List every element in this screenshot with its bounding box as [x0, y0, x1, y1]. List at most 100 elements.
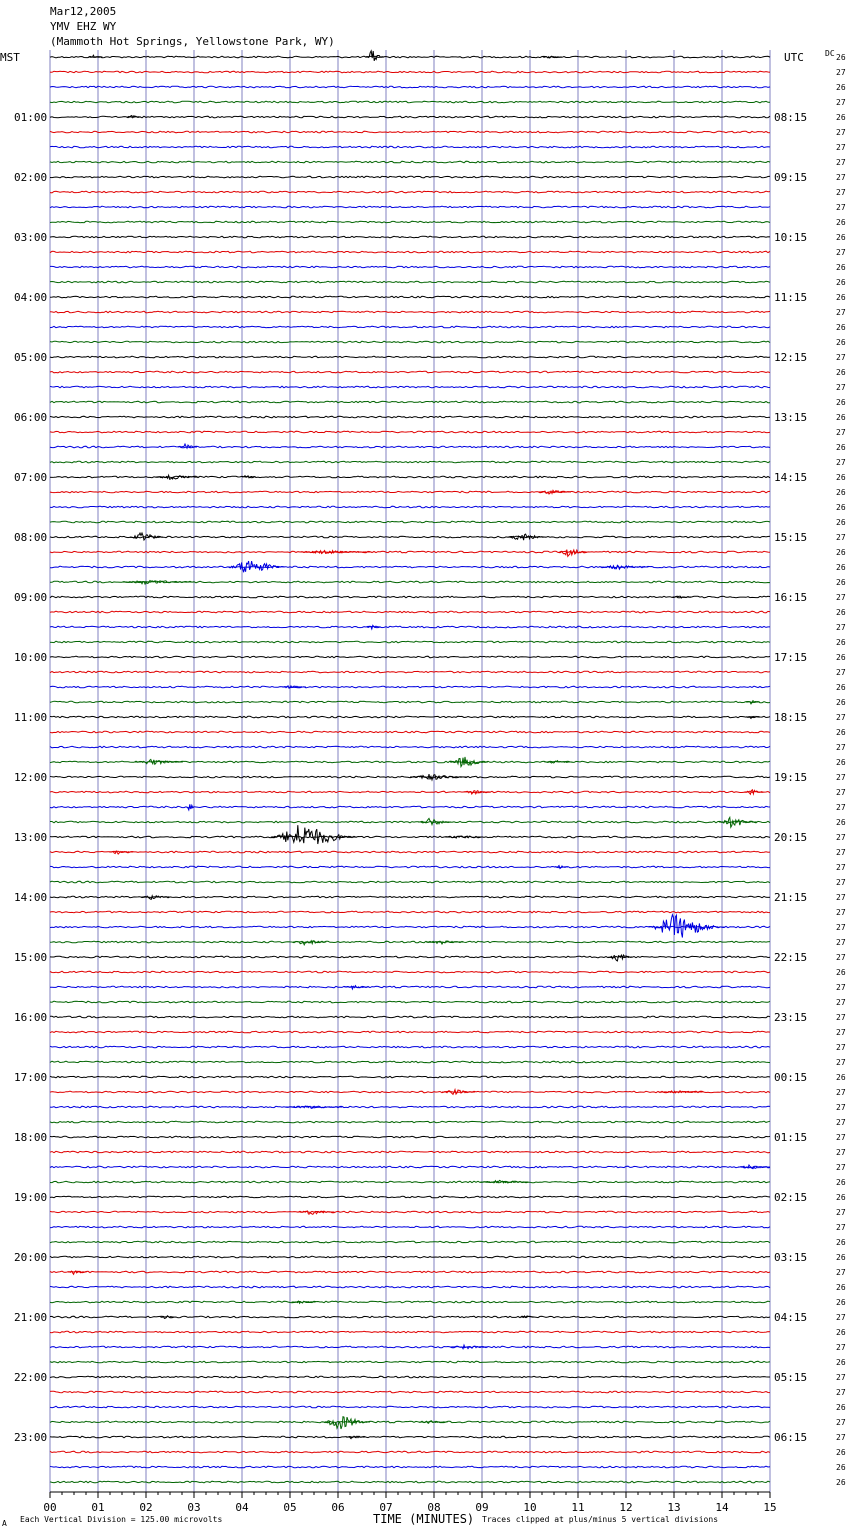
dc-value: 27: [836, 1418, 846, 1427]
event-46: [291, 1300, 316, 1305]
utc-label: 22:15: [774, 951, 807, 964]
dc-value: 26: [836, 1178, 846, 1187]
trace-row-6: [49, 145, 771, 149]
dc-value: 26: [836, 968, 846, 977]
event-42: [738, 1163, 770, 1170]
dc-value: 27: [836, 878, 846, 887]
utc-label: 01:15: [774, 1131, 807, 1144]
mst-label: 22:00: [14, 1371, 47, 1384]
event-4: [177, 442, 197, 450]
utc-label: 16:15: [774, 591, 807, 604]
trace-row-94: [49, 1465, 771, 1469]
mst-label: 23:00: [14, 1431, 47, 1444]
mst-label: 06:00: [14, 411, 47, 424]
event-34: [648, 912, 725, 938]
dc-value: 26: [836, 293, 846, 302]
event-8: [129, 531, 164, 542]
vertical-gridlines: [49, 50, 771, 1492]
trace-row-74: [49, 1165, 771, 1169]
trace-row-12: [49, 235, 771, 239]
mst-label: 01:00: [14, 111, 47, 124]
event-48: [520, 1315, 535, 1319]
trace-row-26: [49, 445, 771, 449]
right-axis-label: UTC: [784, 51, 804, 64]
dc-value: 26: [836, 638, 846, 647]
trace-row-50: [49, 805, 771, 809]
trace-row-69: [49, 1090, 771, 1094]
dc-value: 27: [836, 953, 846, 962]
utc-label: 21:15: [774, 891, 807, 904]
utc-label: 13:15: [774, 411, 807, 424]
dc-value: 26: [836, 818, 846, 827]
trace-row-51: [50, 820, 771, 824]
dc-value: 26: [836, 323, 846, 332]
trace-row-83: [49, 1300, 771, 1304]
event-47: [160, 1315, 175, 1319]
trace-row-28: [49, 475, 771, 479]
event-7: [538, 489, 571, 495]
dc-value: 27: [836, 143, 846, 152]
dc-value: 26: [836, 1328, 846, 1337]
utc-label: 17:15: [774, 651, 807, 664]
trace-row-37: [49, 610, 771, 614]
x-tick-label: 13: [667, 1501, 680, 1514]
dc-value: 27: [836, 1058, 846, 1067]
trace-row-22: [49, 385, 771, 389]
mst-label: 16:00: [14, 1011, 47, 1024]
trace-row-54: [49, 865, 770, 869]
clip-note: Traces clipped at plus/minus 5 vertical …: [482, 1515, 718, 1524]
event-39: [441, 1087, 475, 1096]
trace-row-4: [49, 115, 771, 119]
trace-row-5: [49, 130, 771, 134]
dc-value: 26: [836, 608, 846, 617]
trace-row-27: [49, 460, 771, 464]
dc-value: 27: [836, 1148, 846, 1157]
event-9: [507, 533, 546, 541]
dc-value: 27: [836, 1208, 846, 1217]
event-30: [445, 835, 484, 839]
trace-row-14: [50, 265, 771, 269]
dc-value: 27: [836, 623, 846, 632]
dc-value: 26: [836, 1238, 846, 1247]
event-44: [296, 1210, 335, 1215]
dc-value: 27: [836, 668, 846, 677]
dc-value: 26: [836, 488, 846, 497]
mst-label: 21:00: [14, 1311, 47, 1324]
trace-row-19: [49, 340, 771, 344]
utc-label: 11:15: [774, 291, 807, 304]
utc-label: 04:15: [774, 1311, 807, 1324]
dc-value: 27: [836, 1013, 846, 1022]
dc-value: 26: [836, 1193, 846, 1202]
dc-value: 26: [836, 698, 846, 707]
dc-value: 27: [836, 803, 846, 812]
trace-row-60: [49, 955, 771, 959]
trace-row-70: [49, 1105, 771, 1109]
trace-row-18: [49, 325, 771, 329]
event-12: [227, 560, 285, 573]
trace-row-48: [49, 775, 771, 779]
dc-value: 27: [836, 353, 846, 362]
utc-label: 12:15: [774, 351, 807, 364]
event-18: [745, 699, 760, 705]
x-tick-label: 03: [187, 1501, 200, 1514]
dc-value: 27: [836, 848, 846, 857]
utc-label: 05:15: [774, 1371, 807, 1384]
event-11: [299, 549, 372, 555]
event-40: [659, 1090, 703, 1094]
utc-label: 15:15: [774, 531, 807, 544]
event-29: [270, 825, 357, 845]
trace-row-65: [49, 1030, 771, 1034]
x-tick-label: 00: [43, 1501, 56, 1514]
trace-row-31: [49, 520, 771, 524]
trace-row-43: [49, 700, 771, 704]
trace-row-89: [49, 1390, 771, 1394]
event-24: [462, 789, 491, 796]
trace-row-71: [49, 1120, 771, 1124]
trace-row-90: [49, 1405, 771, 1409]
dc-value: 27: [836, 593, 846, 602]
trace-row-67: [49, 1060, 771, 1064]
trace-row-81: [49, 1270, 771, 1274]
trace-row-29: [49, 490, 771, 494]
utc-label: 00:15: [774, 1071, 807, 1084]
